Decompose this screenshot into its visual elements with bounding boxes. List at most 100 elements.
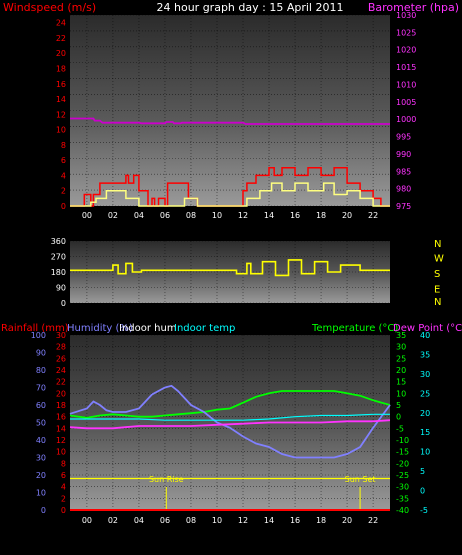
x-tick-label: 12 [238,516,248,525]
barometer-tick-label: 980 [396,185,411,194]
rain-tick-label: 4 [61,483,66,492]
x-tick-label: 16 [290,211,300,220]
rain-tick-label: 2 [61,494,66,503]
humidity-tick-label: 10 [36,489,46,498]
temperature-tick-label: -30 [396,483,409,492]
compass-label: N [434,297,441,308]
temperature-tick-label: -35 [396,494,409,503]
windspeed-tick-label: 2 [61,187,66,196]
x-tick-label: 00 [82,516,92,525]
rain-tick-label: 28 [56,343,66,352]
rain-tick-label: 6 [61,471,66,480]
direction-tick-label: 90 [56,284,66,293]
x-tick-label: 04 [134,211,144,220]
sun-marker-label: Sun Set [345,475,376,484]
dew-point-axis-label: Dew Point (°C) [393,323,462,334]
x-tick-label: 10 [212,516,222,525]
humidity-axis-label: Humidity (%) [67,323,133,334]
dew-point-tick-label: 35 [420,350,430,359]
compass-label: S [434,269,440,280]
windspeed-tick-label: 24 [56,19,66,28]
temp-panel: 0102030405060708090100024681012141618202… [31,331,430,525]
x-tick-label: 00 [82,211,92,220]
indoor-hum-axis-label: Indoor hum [119,323,177,334]
sun-marker-label: Sun Rise [149,475,184,484]
windspeed-tick-label: 6 [61,156,66,165]
rain-tick-label: 14 [56,424,66,433]
dew-point-tick-label: 5 [420,467,425,476]
rain-tick-label: 8 [61,459,66,468]
barometer-tick-label: 1000 [396,115,416,124]
wind-panel: 0246810121416182022249759809859909951000… [56,11,417,220]
windspeed-tick-label: 8 [61,141,66,150]
dew-point-tick-label: 10 [420,448,430,457]
temp-panel-bg [70,335,390,510]
temperature-tick-label: 30 [396,343,406,352]
x-tick-label: 08 [186,516,196,525]
barometer-tick-label: 985 [396,167,411,176]
barometer-tick-label: 1015 [396,63,416,72]
temperature-tick-label: 15 [396,378,406,387]
indoor-temp-line [70,413,390,421]
rain-tick-label: 30 [56,331,66,340]
humidity-line [69,384,391,459]
humidity-tick-label: 40 [36,436,46,445]
x-tick-label: 04 [134,516,144,525]
windspeed-tick-label: 22 [56,34,66,43]
temperature-tick-label: 35 [396,331,406,340]
barometer-tick-label: 1005 [396,98,416,107]
direction-tick-label: 180 [51,268,66,277]
temperature-axis-label: Temperature (°C) [311,323,398,334]
x-tick-label: 18 [316,211,326,220]
rain-tick-label: 0 [61,506,66,515]
temperature-tick-label: -10 [396,436,409,445]
x-tick-label: 14 [264,211,274,220]
humidity-tick-label: 30 [36,454,46,463]
temperature-tick-label: 0 [396,413,401,422]
barometer-tick-label: 990 [396,150,411,159]
x-tick-label: 12 [238,211,248,220]
x-tick-label: 10 [212,211,222,220]
barometer-tick-label: 1020 [396,46,416,55]
x-tick-label: 20 [342,516,352,525]
barometer-axis-label: Barometer (hpa) [368,1,459,14]
windspeed-tick-label: 4 [61,171,66,180]
windspeed-tick-label: 18 [56,64,66,73]
x-tick-label: 22 [368,211,378,220]
temperature-tick-label: 20 [396,366,406,375]
barometer-tick-label: 1025 [396,28,416,37]
compass-label: E [434,285,440,296]
dew-point-tick-label: 20 [420,409,430,418]
x-tick-label: 18 [316,516,326,525]
temperature-line [69,390,391,419]
x-tick-label: 02 [108,516,118,525]
windspeed-tick-label: 14 [56,95,66,104]
windspeed-tick-label: 20 [56,49,66,58]
wind-avg-line [70,182,390,207]
dew-point-line [69,419,391,430]
windspeed-axis-label: Windspeed (m/s) [3,1,96,14]
x-tick-label: 16 [290,516,300,525]
dew-point-tick-label: -5 [420,506,428,515]
humidity-tick-label: 20 [36,471,46,480]
humidity-tick-label: 90 [36,349,46,358]
humidity-tick-label: 0 [41,506,46,515]
x-tick-label: 06 [160,516,170,525]
barometer-tick-label: 995 [396,133,411,142]
x-tick-label: 22 [368,516,378,525]
temperature-tick-label: -15 [396,448,409,457]
indoor-temp-axis-label: Indoor temp [174,323,235,334]
temperature-tick-label: 25 [396,354,406,363]
direction-tick-label: 270 [51,253,66,262]
rain-tick-label: 22 [56,378,66,387]
humidity-tick-label: 60 [36,401,46,410]
x-tick-label: 06 [160,211,170,220]
windspeed-tick-label: 16 [56,80,66,89]
compass-label: W [434,254,444,265]
rain-tick-label: 18 [56,401,66,410]
x-tick-label: 14 [264,516,274,525]
humidity-tick-label: 80 [36,366,46,375]
humidity-tick-label: 50 [36,419,46,428]
temperature-tick-label: 5 [396,401,401,410]
rain-tick-label: 12 [56,436,66,445]
